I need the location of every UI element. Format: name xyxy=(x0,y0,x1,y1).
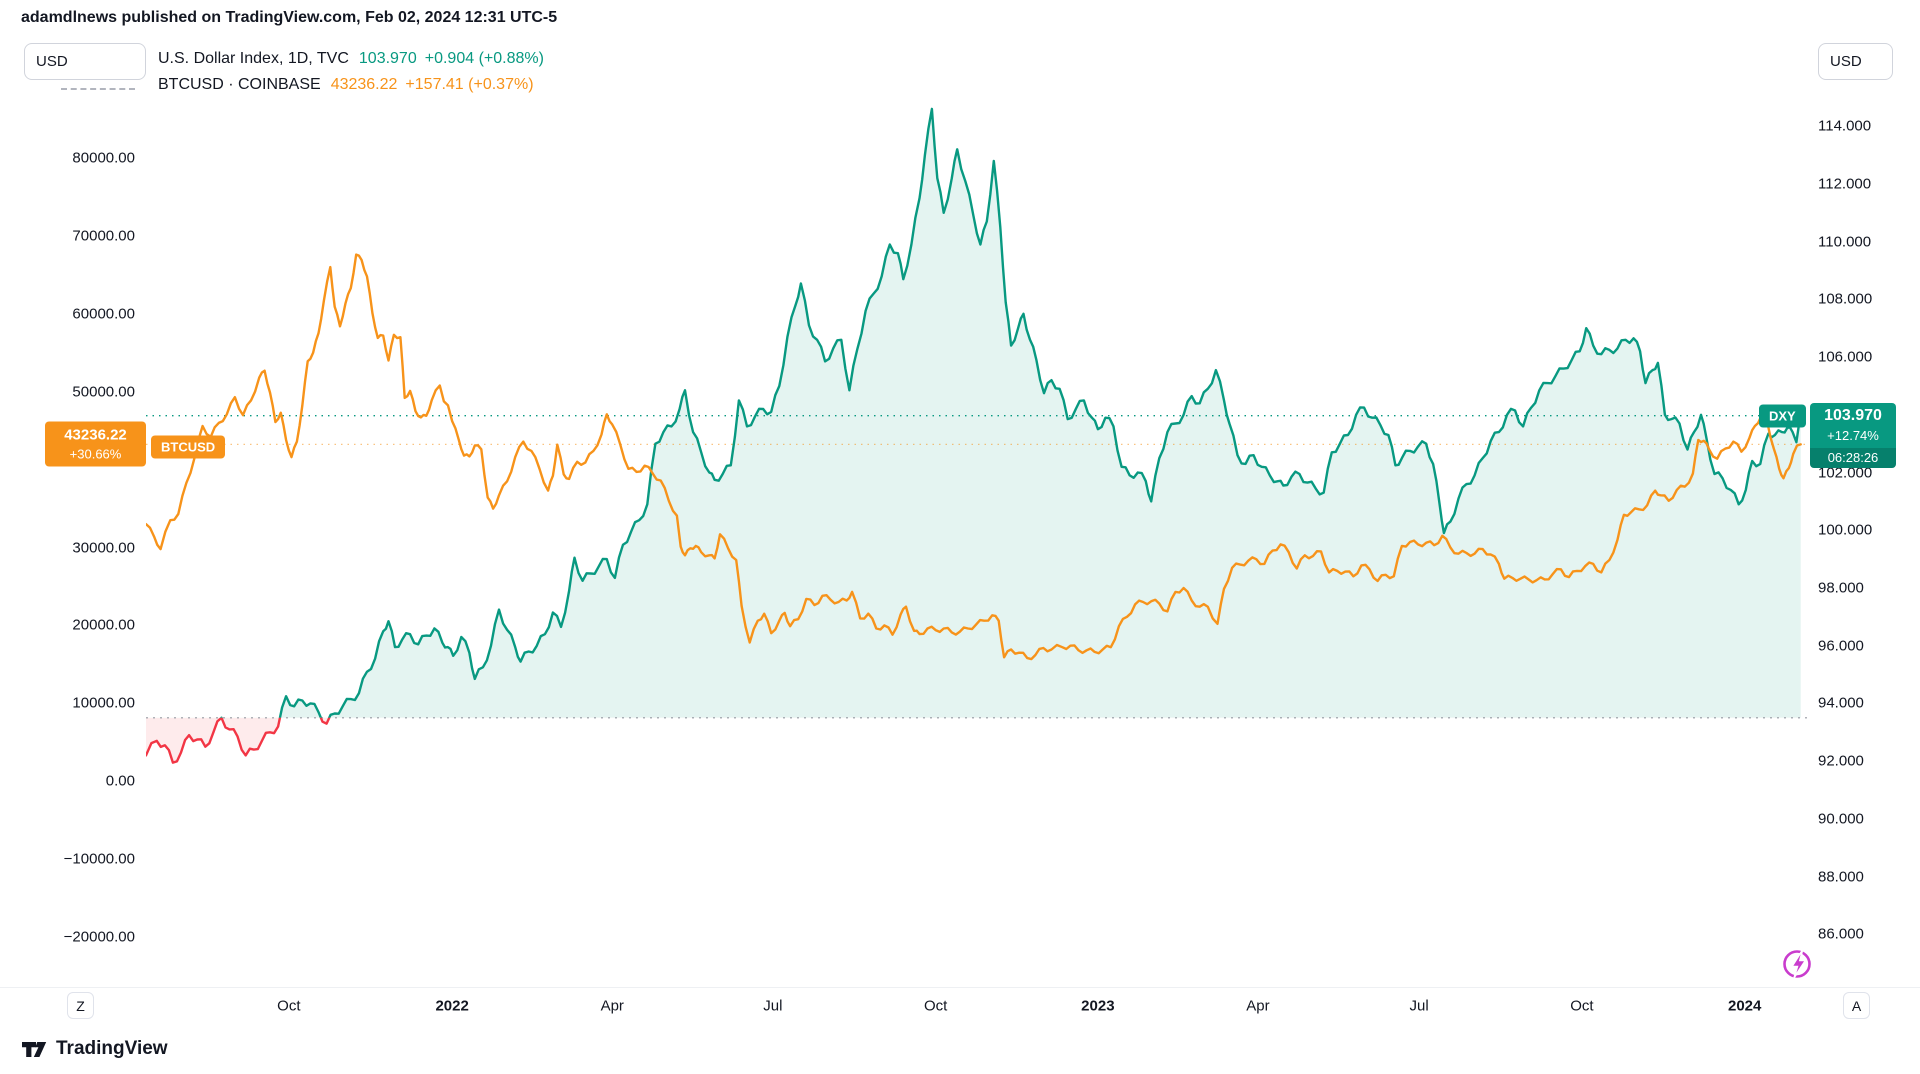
right-price-axis[interactable]: 114.000 112.000 110.000 108.000 106.000 102.0… xyxy=(1810,30,1920,987)
left-axis-tick: 10000.00 xyxy=(72,694,135,712)
legend-row[interactable]: BTCUSD · COINBASE 43236.22 +157.41 (+0.37%… xyxy=(158,72,544,98)
right-axis-tick: 86.000 xyxy=(1818,925,1864,943)
left-price-axis[interactable]: 80000.00 70000.00 60000.00 50000.00 30000.00… xyxy=(0,30,146,987)
time-axis-tick: Apr xyxy=(600,997,624,1015)
legend-last-value: 103.970 xyxy=(358,50,417,67)
time-axis-tick: Oct xyxy=(1570,997,1594,1015)
left-axis-tick: 0.00 xyxy=(105,772,135,790)
left-axis-tick: −10000.00 xyxy=(63,850,135,868)
time-axis-tick: Oct xyxy=(923,997,948,1015)
time-axis-tick: 2024 xyxy=(1727,997,1762,1015)
right-axis-tick: 98.000 xyxy=(1818,579,1864,597)
right-axis-tick: 106.000 xyxy=(1818,348,1873,366)
time-axis-tick: 2023 xyxy=(1081,997,1115,1015)
right-axis-tick: 110.000 xyxy=(1818,233,1872,251)
right-axis-tick: 88.000 xyxy=(1818,868,1864,886)
right-axis-tick: 112.000 xyxy=(1818,175,1872,193)
dxy-last-price: 103.970 xyxy=(1824,406,1882,424)
btc-price-label: 43236.22 +30.66% xyxy=(45,421,146,467)
left-axis-tick: 50000.00 xyxy=(72,383,135,401)
time-axis-tick: Jul xyxy=(763,997,783,1015)
dxy-price-label: 103.970 +12.74% 06:28:26 xyxy=(1810,402,1896,468)
baseline-dash-swatch xyxy=(61,88,135,90)
dxy-symbol-tag: DXY xyxy=(1759,404,1806,428)
left-axis-tick: 70000.00 xyxy=(72,227,135,245)
right-axis-tick: 92.000 xyxy=(1818,752,1864,770)
tradingview-wordmark: TradingView xyxy=(56,1038,168,1059)
right-axis-currency-button[interactable]: USD xyxy=(1818,43,1893,80)
bar-countdown: 06:28:26 xyxy=(1810,447,1896,468)
dxy-change-percent: +12.74% xyxy=(1827,427,1879,443)
left-axis-tick: 60000.00 xyxy=(72,305,135,323)
btc-change-percent: +30.66% xyxy=(69,446,122,462)
right-axis-tick: 96.000 xyxy=(1818,637,1864,655)
right-axis-tick: 94.000 xyxy=(1818,694,1864,712)
lightning-icon[interactable] xyxy=(1780,946,1814,980)
chart-plot[interactable] xyxy=(146,30,1810,987)
tradingview-logo-icon xyxy=(21,1036,47,1062)
time-axis-tick: Oct xyxy=(277,997,301,1015)
legend-change: +0.904 (+0.88%) xyxy=(424,50,544,67)
legend-change: +157.41 (+0.37%) xyxy=(405,76,534,93)
time-axis-tick: 2022 xyxy=(435,997,469,1015)
legend-last-value: 43236.22 xyxy=(330,76,398,93)
footer-brand[interactable]: TradingView xyxy=(21,1036,168,1062)
left-axis-tick: 20000.00 xyxy=(72,616,135,634)
legend-row[interactable]: U.S. Dollar Index, 1D, TVC 103.970 +0.904 … xyxy=(158,46,544,72)
right-axis-tick: 90.000 xyxy=(1818,810,1864,828)
right-axis-tick: 108.000 xyxy=(1818,290,1873,308)
right-axis-tick: 102.000 xyxy=(1818,464,1873,482)
left-axis-tick: −20000.00 xyxy=(63,928,135,946)
left-axis-currency-button[interactable]: USD xyxy=(24,43,146,80)
right-axis-tick: 100.000 xyxy=(1818,521,1873,539)
right-axis-tick: 114.000 xyxy=(1818,117,1872,135)
header-attribution: adamdlnews published on TradingView.com,… xyxy=(21,9,558,26)
legend-series-name: BTCUSD · COINBASE xyxy=(158,76,321,93)
left-axis-tick: 80000.00 xyxy=(72,149,135,167)
legend: U.S. Dollar Index, 1D, TVC 103.970 +0.904 … xyxy=(158,46,544,98)
timezone-button[interactable]: Z xyxy=(67,992,94,1019)
auto-scale-button[interactable]: A xyxy=(1843,992,1870,1019)
time-axis-tick: Jul xyxy=(1409,997,1429,1015)
legend-series-name: U.S. Dollar Index, 1D, TVC xyxy=(158,50,349,67)
time-axis[interactable]: Z A Oct 2022 Apr Jul Oct 2023 Apr Jul Oct 2024 xyxy=(0,987,1920,1026)
time-axis-tick: Apr xyxy=(1246,997,1270,1015)
btc-last-price: 43236.22 xyxy=(64,426,127,444)
btc-symbol-tag: BTCUSD xyxy=(151,435,226,459)
left-axis-tick: 30000.00 xyxy=(72,539,135,556)
